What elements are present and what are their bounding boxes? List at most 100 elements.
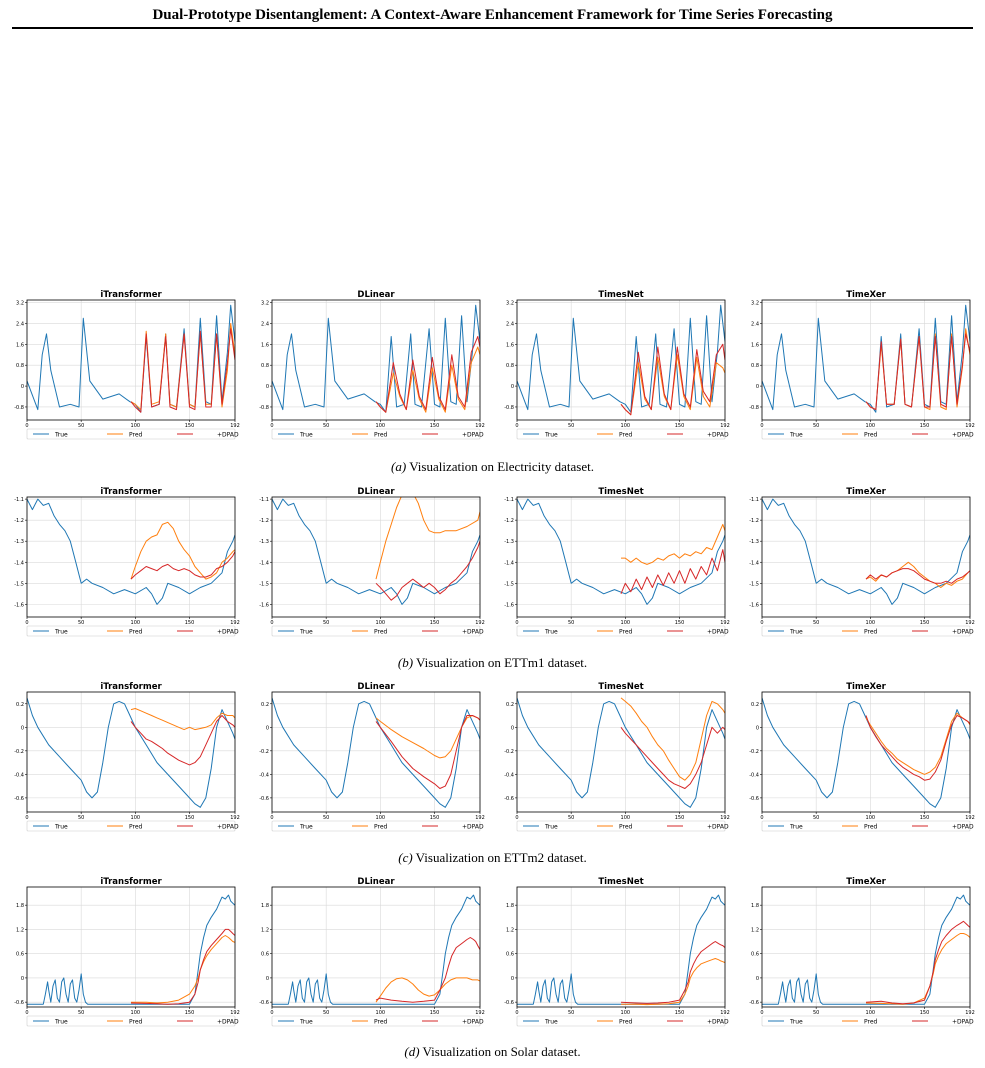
series-group [762,894,970,1005]
series-line-plus-dpad [375,336,480,413]
legend-label: Pred [129,1019,143,1026]
x-tick-label: 0 [760,815,763,821]
chart-panel: iTransformer -0.8 0 0.8 1.6 2.4 3.2 0 50 100 150 19… [14,290,240,440]
x-tick-label: 0 [270,423,273,429]
caption-label: (a) [391,459,407,474]
x-tick-label: 100 [621,1010,631,1016]
y-tick-label: -0.8 [749,405,759,411]
y-tick-label: -0.6 [504,796,514,802]
legend-label: +DPAD [952,629,974,636]
series-line-pred [621,958,725,1006]
y-tick-label: 1.8 [261,903,269,909]
plot-frame [271,691,481,813]
legend-label: +DPAD [707,629,729,636]
plot-frame [26,886,236,1008]
legend-label: Pred [864,824,878,831]
series-line-pred [131,935,235,1004]
series-group [762,304,970,413]
x-tick-label: 50 [568,423,574,429]
x-tick-label: 0 [25,815,28,821]
caption-text: Visualization on ETTm2 dataset. [412,850,587,865]
y-tick-label: 0 [756,384,759,390]
y-tick-label: 0.8 [16,363,24,369]
x-tick-label: 150 [920,1010,930,1016]
chart-title: TimesNet [598,682,643,692]
x-tick-label: 0 [25,423,28,429]
x-tick-label: 150 [185,620,195,626]
chart-title: iTransformer [100,290,162,300]
caption-electricity: (a) Visualization on Electricity dataset… [0,459,985,475]
series-line-true [517,697,725,808]
x-tick-label: 50 [813,1010,819,1016]
x-tick-label: 50 [813,423,819,429]
y-tick-label: 2.4 [751,321,759,327]
y-tick-label: -1.5 [14,581,24,587]
y-tick-label: 0.8 [506,363,514,369]
chart-title: DLinear [357,877,395,887]
x-tick-label: 192 [230,1010,240,1016]
legend-label: Pred [374,824,388,831]
legend-label: Pred [374,432,388,439]
legend-label: Pred [864,1019,878,1026]
series-group [517,697,725,808]
x-tick-label: 100 [131,423,141,429]
x-tick-label: 50 [78,815,84,821]
series-line-true [27,304,235,413]
legend-label: True [789,629,803,636]
chart-panel: DLinear -0.8 0 0.8 1.6 2.4 3.2 0 50 100 150 192 True… [259,290,485,440]
y-tick-label: 1.8 [506,903,514,909]
x-tick-label: 192 [965,815,975,821]
plot-frame [26,299,236,421]
y-tick-label: -0.6 [14,796,24,802]
y-tick-label: 0.8 [751,363,759,369]
series-line-plus-dpad [375,937,480,1003]
legend-label: True [54,824,68,831]
series-line-true [272,304,480,413]
legend-label: +DPAD [707,1019,729,1026]
legend-label: True [544,1019,558,1026]
plot-frame [761,299,971,421]
y-tick-label: -1.4 [259,560,269,566]
caption-label: (b) [397,655,414,670]
series-line-plus-dpad [865,715,970,781]
legend-box [26,428,236,440]
header-rule [12,27,973,29]
x-tick-label: 150 [430,423,440,429]
caption-ettm1: (b) Visualization on ETTm1 dataset. [0,655,985,671]
series-group [272,894,480,1005]
x-tick-label: 50 [568,620,574,626]
y-tick-label: -1.4 [749,560,759,566]
legend-label: True [54,432,68,439]
plot-frame [271,299,481,421]
legend-label: True [299,629,313,636]
chart-title: TimesNet [598,290,643,300]
legend-label: True [54,629,68,636]
y-tick-label: -1.3 [504,539,514,545]
x-tick-label: 150 [430,815,440,821]
caption-text: Visualization on Electricity dataset. [406,459,594,474]
series-line-plus-dpad [620,343,725,416]
series-line-pred [375,977,480,1003]
series-group [27,304,235,413]
legend-label: +DPAD [707,824,729,831]
legend-label: +DPAD [217,1019,239,1026]
chart-panel: iTransformer -1.6 -1.5 -1.4 -1.3 -1.2 -1.1 0 50 1… [14,487,240,637]
x-tick-label: 150 [920,620,930,626]
legend-box [271,625,481,637]
chart-title: DLinear [357,682,395,692]
y-tick-label: -1.1 [259,497,269,503]
y-tick-label: -1.3 [259,539,269,545]
legend-label: True [544,432,558,439]
chart-title: TimesNet [598,487,643,497]
legend-box [761,625,971,637]
legend-label: True [789,432,803,439]
chart-panel: DLinear -1.6 -1.5 -1.4 -1.3 -1.2 -1.1 0 50 100 150… [259,487,485,637]
series-line-true [762,498,970,605]
y-tick-label: 1.2 [16,927,24,933]
series-line-pred [375,497,480,580]
x-tick-label: 50 [78,423,84,429]
y-tick-label: 0.2 [751,702,759,708]
legend-label: +DPAD [462,629,484,636]
series-line-plus-dpad [375,715,480,789]
